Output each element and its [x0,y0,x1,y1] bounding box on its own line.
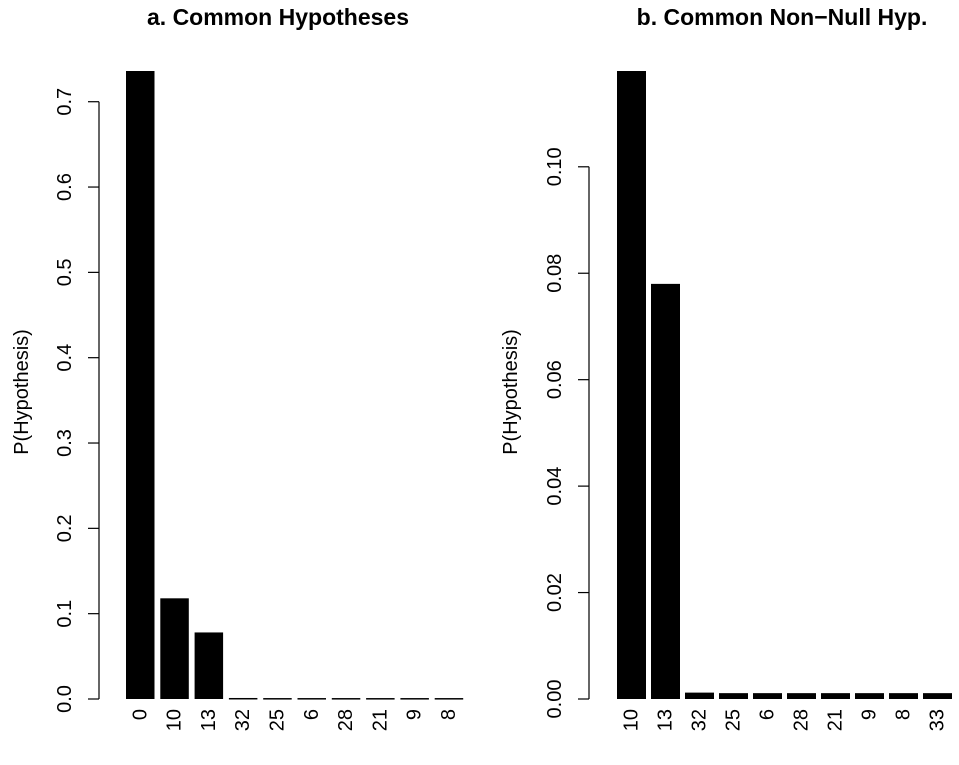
panel-a-bar [297,698,326,700]
panel-a-x-tick-label: 0 [129,709,151,720]
panel-b-bar [685,692,714,699]
panel-a-y-tick-label: 0.5 [54,258,76,286]
panel-a-y-tick-label: 0.3 [54,429,76,457]
panel-b-bar [821,693,850,699]
panel-b-x-tick-label: 32 [689,709,711,731]
panel-a-x-tick-labels: 0 10 13 32 25 6 28 21 9 8 [129,709,460,731]
panel-a-bar [366,698,395,700]
panel-a-bar [160,598,189,699]
panel-a-chart: a. Common Hypotheses P(Hypothesis) 0.00.… [11,4,464,731]
panel-b-bar [923,693,952,699]
panel-a-bar [400,698,429,700]
panel-b-x-tick-label: 6 [757,709,779,720]
panel-a-x-tick-label: 32 [232,709,254,731]
panel-a-y-tick-label: 0.4 [54,344,76,372]
panel-b-x-tick-label: 13 [655,709,677,731]
panel-a-bar [228,697,258,700]
panel-a-bar [194,632,224,699]
panel-a-x-tick-label: 28 [335,709,357,731]
panel-b-chart: b. Common Non−Null Hyp. P(Hypothesis) 0.… [500,4,952,731]
panel-b-bar [753,693,782,699]
panel-b-bar [651,283,680,699]
panel-b-x-tick-labels: 10 13 32 25 6 28 21 9 8 33 [621,709,949,731]
panel-a-x-tick-label: 10 [164,709,186,731]
panel-b-y-tick-label: 0.10 [544,147,566,186]
panel-b-y-tick-label: 0.00 [544,680,566,719]
panel-a-x-tick-label: 9 [404,709,426,720]
panel-a-y-tick-label: 0.7 [54,88,76,116]
panel-b-bar [889,693,918,699]
panel-a-x-tick-label: 8 [438,709,460,720]
panel-a-y-axis-label: P(Hypothesis) [11,329,33,455]
panel-a-x-tick-label: 13 [198,709,220,731]
panel-a-bar [434,698,464,700]
panel-b-bar [787,693,816,699]
panel-a-bars [126,71,464,700]
panel-b-bar [855,693,884,699]
panel-a-y-tick-label: 0.2 [54,514,76,542]
panel-b-x-tick-label: 25 [723,709,745,731]
panel-a-y-tick-label: 0.1 [54,600,76,628]
panel-a-bar [126,71,155,699]
panel-a-bar [263,698,292,700]
panel-b-y-tick-label: 0.04 [544,467,566,506]
panel-a-y-axis: 0.0 0.1 0.2 0.3 0.4 0.5 0.6 0.7 [54,88,100,713]
panel-b-x-tick-label: 9 [859,709,881,720]
panel-b-x-tick-label: 8 [893,709,915,720]
panel-b-y-tick-label: 0.02 [544,573,566,612]
panel-b-y-axis-label: P(Hypothesis) [500,329,522,455]
panel-b-bars [617,71,952,699]
panel-b-y-tick-label: 0.06 [544,360,566,399]
panel-a-y-tick-label: 0.0 [54,685,76,713]
panel-b-bar [617,71,646,699]
panel-a-x-tick-label: 25 [266,709,288,731]
panel-b-x-tick-label: 21 [825,709,847,731]
panel-a-x-tick-label: 21 [369,709,391,731]
panel-b-y-tick-label: 0.08 [544,254,566,293]
panel-b-x-tick-label: 10 [621,709,643,731]
panel-a-title: a. Common Hypotheses [147,4,409,30]
panel-b-y-axis: 0.00 0.02 0.04 0.06 0.08 0.10 [544,147,590,719]
panel-b-x-tick-label: 28 [791,709,813,731]
panel-a-bar [331,698,361,700]
panel-a-x-tick-label: 6 [301,709,323,720]
panel-b-title: b. Common Non−Null Hyp. [637,4,928,30]
panel-a-y-tick-label: 0.6 [54,173,76,201]
panel-b-bar [719,693,748,699]
panel-b-x-tick-label: 33 [927,709,949,731]
